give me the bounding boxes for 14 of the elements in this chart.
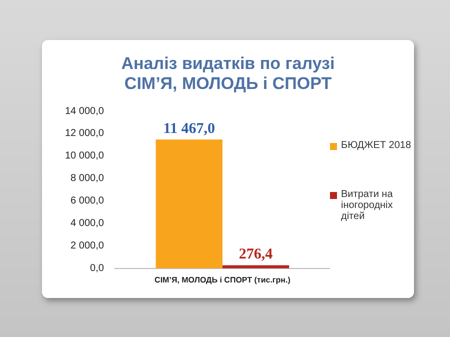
y-tick-label: 4 000,0 — [70, 218, 104, 230]
legend-label: БЮДЖЕТ 2018 — [341, 140, 412, 151]
y-tick-label: 14 000,0 — [64, 106, 104, 117]
y-tick-label: 8 000,0 — [70, 173, 104, 184]
y-tick-label: 10 000,0 — [64, 150, 104, 162]
legend-label: Витрати на іногородніх дітей — [341, 189, 394, 222]
data-label: 276,4 — [238, 246, 274, 263]
chart-title: Аналіз видатків по галузі СІМ’Я, МОЛОДЬ і СПОРТ — [120, 54, 336, 94]
y-tick-label: 2 000,0 — [70, 240, 104, 252]
y-tick-label: 12 000,0 — [64, 128, 104, 140]
y-tick-label: 6 000,0 — [70, 196, 104, 207]
data-label: 11 467,0 — [163, 120, 215, 137]
y-tick-label: 0,0 — [90, 263, 104, 274]
x-tick-label: СІМ’Я, МОЛОДЬ і СПОРТ (тис.грн.) — [154, 275, 291, 284]
